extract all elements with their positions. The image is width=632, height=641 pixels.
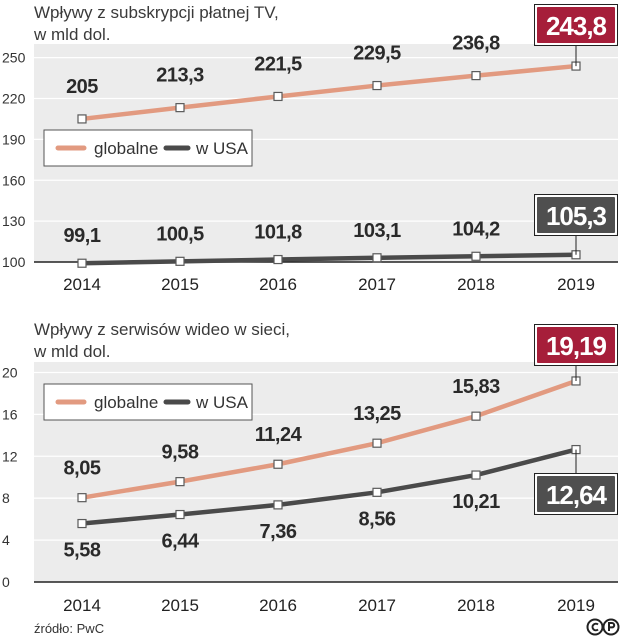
chart-2-x-tick-label: 2016 <box>259 596 297 615</box>
chart-1-y-tick-label: 220 <box>2 91 26 107</box>
chart-2-callout-box <box>535 474 617 514</box>
chart-1-data-label: 99,1 <box>64 225 101 247</box>
chart-2-y-tick-label: 0 <box>2 574 10 590</box>
chart-1-x-tick-label: 2019 <box>557 275 595 294</box>
chart-2-legend-box <box>43 383 253 421</box>
chart-2-callout-label: 12,64 <box>546 480 608 510</box>
chart-1-y-tick-label: 130 <box>2 213 26 229</box>
chart-2-data-label: 15,83 <box>452 376 500 398</box>
chart-1-data-label: 221,5 <box>254 53 302 75</box>
chart-1-callout-border <box>534 194 618 236</box>
chart-2-data-label: 10,21 <box>452 491 500 513</box>
chart-2-x-tick-label: 2014 <box>63 596 101 615</box>
chart-1-legend-label-usa: w USA <box>195 139 249 158</box>
chart-2-x-tick-label: 2018 <box>457 596 495 615</box>
chart-2-legend-label-global: globalne <box>94 393 158 412</box>
chart-1-title-line-1: Wpływy z subskrypcji płatnej TV, <box>34 3 279 22</box>
chart-1-callout-border <box>534 4 618 46</box>
chart-1-data-point <box>77 114 87 124</box>
chart-1-data-label: 236,8 <box>452 33 500 55</box>
chart-2-data-label: 8,56 <box>359 508 396 530</box>
chart-1-data-point <box>77 258 87 268</box>
chart-2-data-point <box>273 459 283 469</box>
chart-2-y-tick-label: 16 <box>2 406 18 422</box>
chart-1-y-tick-label: 160 <box>2 172 26 188</box>
chart-1-data-point <box>372 80 382 91</box>
chart-2-legend-label-usa: w USA <box>195 393 249 412</box>
chart-2-y-tick-label: 4 <box>2 532 10 548</box>
chart-1-data-label: 213,3 <box>156 65 204 87</box>
chart-1-data-label: 103,1 <box>353 220 401 242</box>
chart-1-x-tick-label: 2018 <box>457 275 495 294</box>
chart-2-callout-border <box>534 473 618 515</box>
chart-1-data-label: 104,2 <box>452 218 500 240</box>
chart-2-data-point <box>273 500 283 510</box>
chart-2-data-point <box>77 518 87 529</box>
chart-1-x-tick-label: 2015 <box>161 275 199 294</box>
cc-license-icon <box>586 618 620 636</box>
chart-2-y-tick-label: 8 <box>2 490 10 506</box>
chart-1-data-point <box>372 253 382 263</box>
chart-1-callout-box <box>535 195 617 235</box>
chart-1-title: Wpływy z subskrypcji płatnej TV, w mld d… <box>34 2 334 46</box>
chart-1-data-point <box>175 256 185 266</box>
chart-1-y-tick-label: 100 <box>2 254 26 270</box>
chart-2-data-point <box>471 470 481 480</box>
chart-1-y-tick-label: 250 <box>2 50 26 66</box>
chart-2-series-line-global <box>79 378 579 500</box>
chart-2-callout-label: 19,19 <box>546 331 607 361</box>
cc-license-logo <box>586 618 622 641</box>
chart-2-title-line-1: Wpływy z serwisów wideo w sieci, <box>34 320 290 339</box>
chart-2-y-tick-label: 12 <box>2 448 18 464</box>
chart-1-data-label: 205 <box>66 76 98 98</box>
chart-2-data-point <box>175 509 185 520</box>
chart-2-callout-border <box>534 324 618 366</box>
chart-2-data-point <box>77 493 87 503</box>
chart-1-callout-label: 105,3 <box>546 201 607 231</box>
chart-2-data-label: 11,24 <box>255 424 303 446</box>
chart-1-x-tick-label: 2017 <box>358 275 396 294</box>
chart-1-x-tick-label: 2014 <box>63 275 101 294</box>
chart-2-title: Wpływy z serwisów wideo w sieci, w mld d… <box>34 319 334 363</box>
chart-2-data-point <box>471 411 481 421</box>
chart-1-title-line-2: w mld dol. <box>34 25 111 44</box>
chart-2-x-tick-label: 2017 <box>358 596 396 615</box>
chart-1-data-label: 101,8 <box>254 222 302 244</box>
chart-2-data-label: 7,36 <box>260 521 297 543</box>
chart-1-y-tick-label: 190 <box>2 131 26 147</box>
chart-1-x-tick-label: 2016 <box>259 275 297 294</box>
chart-1-series-line-usa <box>79 252 579 266</box>
chart-1-callout-box <box>535 5 617 45</box>
chart-2-callout-box <box>535 325 617 365</box>
chart-1-data-point <box>471 251 481 261</box>
chart-2-data-point <box>175 477 185 487</box>
chart-1-data-point <box>471 71 481 81</box>
chart-2-data-point <box>372 438 382 448</box>
chart-1-legend-label-global: globalne <box>94 139 158 158</box>
chart-1-data-point <box>175 103 185 113</box>
chart-2-data-label: 5,58 <box>64 540 101 562</box>
chart-2-x-tick-label: 2015 <box>161 596 199 615</box>
chart-2-data-label: 13,25 <box>353 403 401 425</box>
chart-2-data-label: 8,05 <box>64 458 101 480</box>
chart-1-callout-label: 243,8 <box>546 11 607 41</box>
chart-2-y-tick-label: 20 <box>2 364 18 380</box>
chart-1-data-point <box>273 91 283 102</box>
chart-2-data-label: 9,58 <box>162 442 199 464</box>
chart-2-data-label: 6,44 <box>162 531 200 553</box>
chart-1-data-point <box>273 254 283 265</box>
chart-1-data-label: 100,5 <box>156 223 204 245</box>
chart-1-data-label: 229,5 <box>353 43 401 65</box>
chart-2-x-tick-label: 2019 <box>557 596 595 615</box>
chart-2-series-line-usa <box>79 447 579 526</box>
chart-1-series-line-global <box>79 63 579 122</box>
source-note: źródło: PwC <box>34 621 105 636</box>
chart-2-data-point <box>372 487 382 497</box>
chart-2-title-line-2: w mld dol. <box>34 342 111 361</box>
